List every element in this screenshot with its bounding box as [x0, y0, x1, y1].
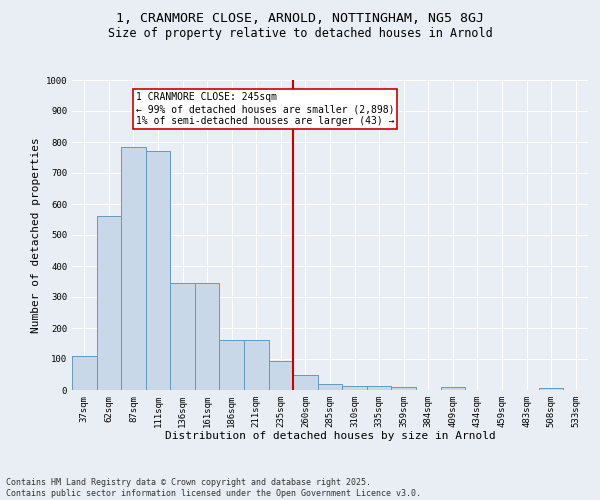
X-axis label: Distribution of detached houses by size in Arnold: Distribution of detached houses by size …	[164, 432, 496, 442]
Bar	[293, 374, 318, 390]
Bar	[539, 388, 563, 390]
Bar	[318, 384, 342, 390]
Bar	[391, 387, 416, 390]
Text: 1 CRANMORE CLOSE: 245sqm
← 99% of detached houses are smaller (2,898)
1% of semi: 1 CRANMORE CLOSE: 245sqm ← 99% of detach…	[136, 92, 394, 126]
Bar	[121, 146, 146, 390]
Bar	[170, 283, 195, 390]
Bar	[269, 360, 293, 390]
Bar	[367, 386, 391, 390]
Bar	[342, 386, 367, 390]
Bar	[97, 216, 121, 390]
Bar	[220, 340, 244, 390]
Y-axis label: Number of detached properties: Number of detached properties	[31, 137, 41, 333]
Bar	[440, 387, 465, 390]
Text: 1, CRANMORE CLOSE, ARNOLD, NOTTINGHAM, NG5 8GJ: 1, CRANMORE CLOSE, ARNOLD, NOTTINGHAM, N…	[116, 12, 484, 26]
Bar	[146, 152, 170, 390]
Bar	[195, 283, 220, 390]
Text: Size of property relative to detached houses in Arnold: Size of property relative to detached ho…	[107, 28, 493, 40]
Bar	[244, 340, 269, 390]
Text: Contains HM Land Registry data © Crown copyright and database right 2025.
Contai: Contains HM Land Registry data © Crown c…	[6, 478, 421, 498]
Bar	[72, 356, 97, 390]
